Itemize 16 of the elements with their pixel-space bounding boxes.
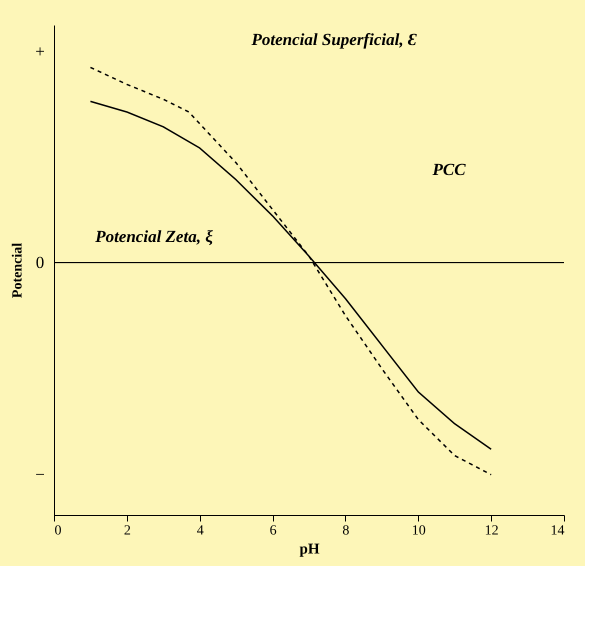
annotation: Potencial Zeta, ξ — [94, 227, 214, 246]
x-tick-label: 10 — [412, 524, 426, 538]
annotation: PCC — [431, 160, 466, 179]
x-tick-label: 8 — [342, 524, 350, 538]
x-axis-title: pH — [299, 542, 320, 558]
text: + — [35, 42, 45, 61]
x-tick-label: 6 — [270, 524, 277, 538]
x-tick-label: 0 — [54, 524, 62, 538]
y-axis-title: Potencial — [10, 242, 26, 298]
x-tick-label: 12 — [484, 524, 499, 538]
x-tick-label: 4 — [196, 524, 204, 538]
text: Potencial Superficial, Ɛ — [250, 30, 417, 49]
x-tick-label: 14 — [550, 524, 564, 538]
x-tick-label: 2 — [124, 524, 131, 538]
text: 0 — [36, 253, 44, 272]
text: − — [35, 465, 45, 484]
